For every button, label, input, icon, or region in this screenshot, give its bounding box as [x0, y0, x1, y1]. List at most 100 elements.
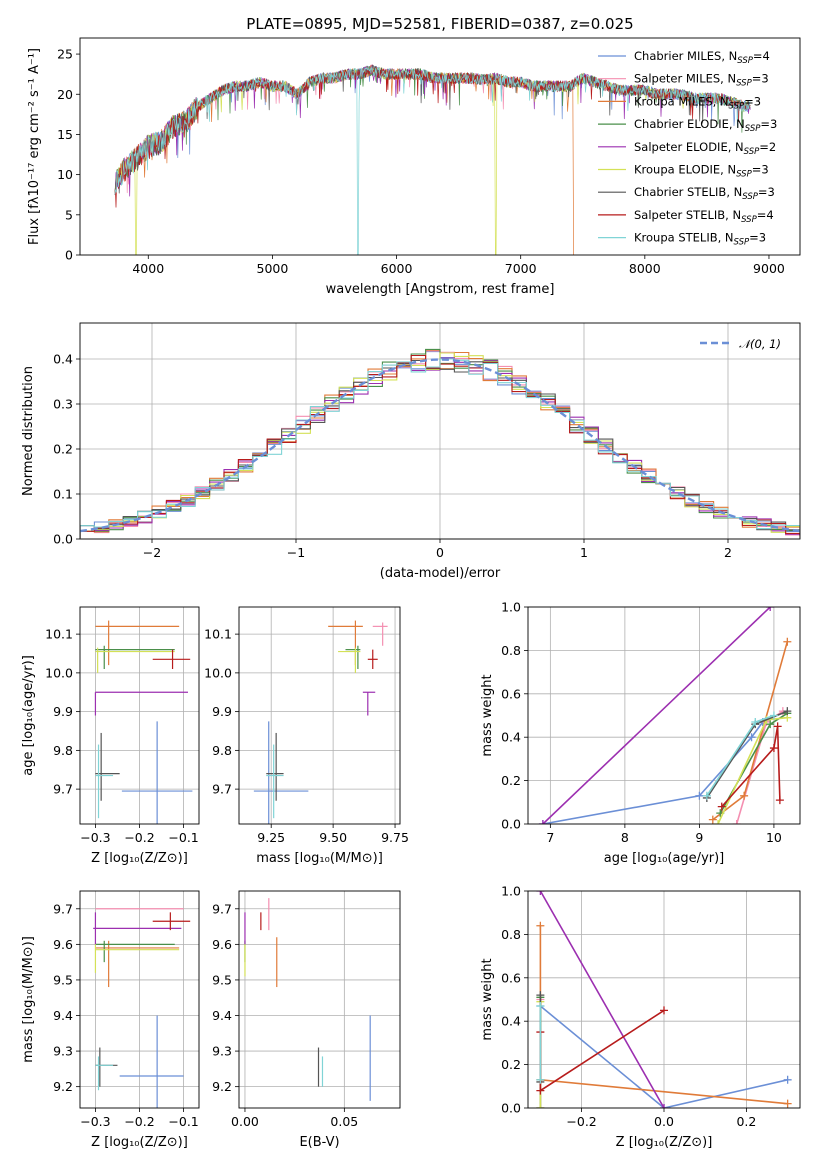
- y-tick-label: 9.9: [53, 704, 73, 719]
- y-tick-label: 0.0: [501, 1101, 521, 1116]
- x-tick-label: 4000: [132, 261, 164, 276]
- legend-subscript: SSP: [736, 79, 752, 89]
- y-tick-label: 0.2: [53, 442, 73, 457]
- legend-count: =3: [752, 163, 769, 177]
- x-tick-label: 5000: [257, 261, 289, 276]
- legend-subscript: SSP: [729, 101, 745, 111]
- y-tick-label: 9.7: [212, 901, 232, 916]
- y-axis-label: mass weight: [480, 674, 495, 756]
- x-axis-label: Z [log₁₀(Z/Z⊙)]: [91, 1135, 188, 1150]
- legend-subscript: SSP: [742, 192, 758, 202]
- y-tick-label: 1.0: [501, 600, 521, 615]
- y-tick-label: 0.4: [501, 730, 521, 745]
- y-tick-label: 10.0: [45, 665, 73, 680]
- legend-count: =4: [753, 49, 770, 63]
- legend-subscript: SSP: [737, 56, 753, 66]
- x-tick-label: 0.0: [654, 1114, 674, 1129]
- y-tick-label: 0.4: [501, 1014, 521, 1029]
- weight-marker-kroupa-elodie: [536, 1104, 545, 1108]
- x-axis-label: age [log₁₀(age/yr)]: [604, 851, 725, 866]
- y-tick-label: 9.6: [212, 937, 232, 952]
- y-tick-label: 9.9: [212, 704, 232, 719]
- legend-count: =3: [749, 231, 766, 245]
- spectrum-line-kroupa-miles: [114, 64, 574, 255]
- plot-area: [253, 620, 388, 824]
- weight-line-salpeter-elodie: [542, 607, 771, 824]
- weight-marker-kroupa-stelib: [536, 1075, 545, 1084]
- weight-marker-kroupa-elodie: [714, 820, 723, 824]
- x-tick-label: 10: [766, 830, 782, 845]
- weight-marker-salpeter-stelib: [775, 796, 784, 805]
- legend-label-salpeter-elodie: Salpeter ELODIE, NSSP=2: [634, 140, 776, 157]
- y-tick-label: 10.1: [45, 627, 73, 642]
- x-tick-label: −1: [287, 545, 305, 560]
- x-axis-label: (data-model)/error: [380, 566, 501, 581]
- panel-mass_vs_ebv: 0.00 0.05 9.2 9.3 9.4 9.5 9.6 9.7 E(B-V): [212, 890, 401, 1150]
- x-tick-label: −0.3: [80, 1114, 110, 1129]
- x-tick-label: 6000: [381, 261, 413, 276]
- weight-marker-salpeter-elodie: [766, 607, 775, 611]
- weight-marker-kroupa-stelib: [751, 718, 760, 727]
- panel-mass_vs_Z: −0.3 −0.2 −0.1 9.2 9.3 9.4 9.5 9.6 9.7 Z [log₁₀(Z…: [21, 890, 200, 1150]
- y-tick-label: 0.0: [501, 817, 521, 832]
- plot-area: [538, 607, 792, 824]
- x-axis-label: Z [log₁₀(Z/Z⊙)]: [91, 851, 188, 866]
- x-tick-label: −0.1: [168, 1114, 198, 1129]
- legend-label-chabrier-miles: Chabrier MILES, NSSP=4: [634, 49, 770, 66]
- plot-area: [244, 898, 371, 1101]
- x-tick-label: 0.05: [330, 1114, 358, 1129]
- y-tick-label: 0.0: [53, 532, 73, 547]
- x-tick-label: 9000: [753, 261, 785, 276]
- panel-weight_vs_age: 7 8 9 10 0.0 0.2 0.4 0.6 0.8 1.0 age [log₁₀(age/yr…: [480, 600, 801, 866]
- legend-label-chabrier-elodie: Chabrier ELODIE, NSSP=3: [634, 117, 777, 134]
- x-tick-label: 0: [436, 545, 444, 560]
- weight-marker-kroupa-miles: [708, 815, 717, 824]
- y-tick-label: 9.7: [53, 782, 73, 797]
- weight-marker-chabrier-stelib: [536, 991, 545, 1000]
- normal-curve: [80, 358, 800, 533]
- y-tick-label: 0: [65, 248, 73, 263]
- x-tick-label: 7: [546, 830, 554, 845]
- y-tick-label: 5: [65, 207, 73, 222]
- panel-age_vs_mass: 9.25 9.50 9.75 9.7 9.8 9.9 10.0 10.1 mass [log₁₀…: [204, 606, 409, 866]
- x-axis-label: Z [log₁₀(Z/Z⊙)]: [616, 1135, 713, 1150]
- y-tick-label: 0.8: [501, 927, 521, 942]
- axes-frame: [79, 606, 200, 825]
- legend-subscript: SSP: [745, 124, 761, 134]
- axes-frame: [238, 606, 401, 825]
- y-tick-label: 0.6: [501, 970, 521, 985]
- legend-subscript: SSP: [741, 215, 757, 225]
- histogram-kroupa-stelib: [80, 358, 800, 539]
- weight-line-salpeter-elodie: [539, 891, 665, 1108]
- y-axis-label: mass weight: [480, 958, 495, 1040]
- axes-frame: [79, 322, 801, 540]
- legend-count: =4: [757, 208, 774, 222]
- x-tick-label: −0.3: [80, 830, 110, 845]
- legend-label-salpeter-stelib: Salpeter STELIB, NSSP=4: [634, 208, 774, 225]
- axes-frame: [79, 890, 200, 1109]
- y-tick-label: 9.2: [53, 1079, 73, 1094]
- y-tick-label: 0.2: [501, 1057, 521, 1072]
- weight-marker-chabrier-miles: [747, 733, 756, 742]
- weight-marker-kroupa-miles: [783, 637, 792, 646]
- legend-subscript: SSP: [744, 147, 760, 157]
- weight-marker-chabrier-stelib: [783, 707, 792, 716]
- plot-area: [94, 620, 193, 824]
- legend-count: =3: [752, 72, 769, 86]
- legend-count: =3: [760, 117, 777, 131]
- y-tick-label: 25: [57, 47, 73, 62]
- x-tick-label: −0.2: [124, 1114, 154, 1129]
- x-tick-label: −2: [143, 545, 161, 560]
- weight-line-salpeter-stelib: [539, 1009, 665, 1093]
- x-tick-label: 9.25: [257, 830, 285, 845]
- weight-marker-kroupa-stelib: [702, 791, 711, 800]
- plot-area: [536, 891, 792, 1108]
- y-tick-label: 10: [57, 167, 73, 182]
- spectrum-line-kroupa-stelib: [114, 66, 751, 255]
- panel-residuals: −2 −1 0 1 2 0.0 0.1 0.2 0.3 0.4 (data-model)/error…: [21, 322, 801, 581]
- x-tick-label: −0.1: [168, 830, 198, 845]
- y-tick-label: 20: [57, 87, 73, 102]
- axes-frame: [238, 890, 401, 1109]
- x-tick-label: 1: [580, 545, 588, 560]
- x-tick-label: −0.2: [566, 1114, 596, 1129]
